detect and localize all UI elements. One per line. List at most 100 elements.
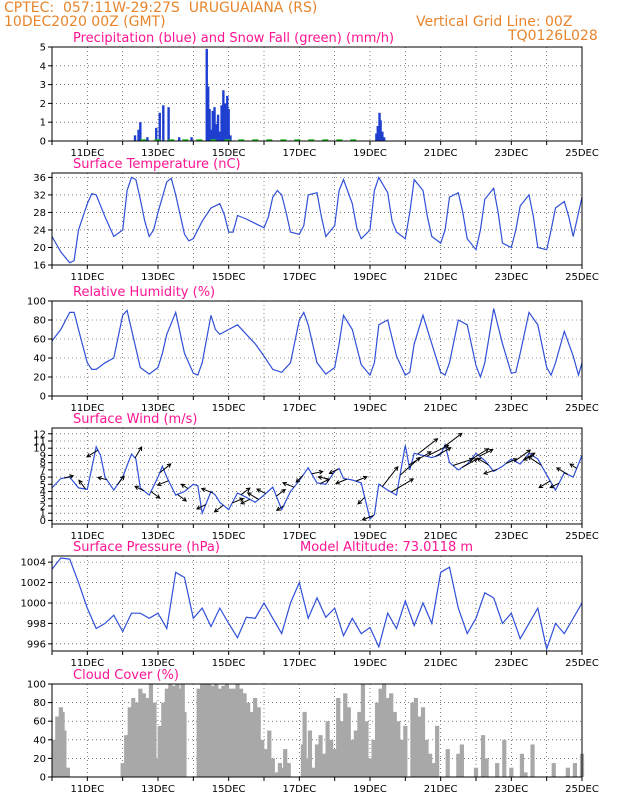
wind-arrow-head xyxy=(526,449,532,454)
cloud-bar xyxy=(207,684,212,777)
cloud-bar xyxy=(353,730,358,777)
wind-arrow-shaft xyxy=(479,449,493,457)
rh-ytick-label: 60 xyxy=(33,335,46,346)
pressure-line xyxy=(51,557,583,652)
wind-ytick-label: 9 xyxy=(40,451,46,462)
precip-bar xyxy=(190,137,193,141)
wind-arrow-shaft xyxy=(276,489,286,497)
cloud-bar xyxy=(246,702,251,777)
wind-arrow xyxy=(390,478,415,493)
wind-arrow-shaft xyxy=(556,467,569,475)
wind-arrow xyxy=(96,475,107,481)
pressure-panel: Surface Pressure (hPa) Model Altitude: 73… xyxy=(21,540,599,669)
cloud-xtick-label: 25DEC xyxy=(565,784,599,795)
rh-xtick-label: 17DEC xyxy=(282,403,316,414)
rh-ytick-label: 0 xyxy=(40,392,46,403)
cloud-bar xyxy=(120,763,125,777)
cloud-bar xyxy=(389,693,394,777)
wind-arrow-shaft xyxy=(426,444,449,457)
precip-bar xyxy=(216,114,220,141)
wind-arrow-shaft xyxy=(150,491,161,499)
precip-bar xyxy=(178,137,181,141)
wind-arrow xyxy=(381,465,399,487)
wind-arrow-shaft xyxy=(408,451,432,466)
wind-arrow xyxy=(443,432,463,448)
wind-ytick-label: 6 xyxy=(40,473,46,484)
wind-ytick-label: 3 xyxy=(40,494,46,505)
precip-bar xyxy=(218,131,222,141)
precip-bar xyxy=(146,137,149,141)
cloud-bar xyxy=(360,684,366,777)
wind-xtick-label: 23DEC xyxy=(494,531,528,542)
precip-bar xyxy=(222,90,225,141)
cloud-bar xyxy=(530,744,535,777)
wind-arrow xyxy=(483,468,498,475)
cloud-ytick-label: 0 xyxy=(40,773,46,784)
wind-ytick-label: 8 xyxy=(40,458,46,469)
cloud-ytick-label: 60 xyxy=(33,717,46,728)
wind-arrow-shaft xyxy=(514,449,531,462)
wind-arrow-head xyxy=(134,485,140,490)
cloud-bar xyxy=(374,702,380,777)
wind-arrow xyxy=(320,478,331,484)
temp-xtick-label: 11DEC xyxy=(70,272,104,283)
cloud-bar xyxy=(332,749,337,777)
wind-arrow-head xyxy=(137,446,143,452)
cloud-bar xyxy=(357,711,362,777)
wind-xtick-label: 25DEC xyxy=(565,531,599,542)
cloud-bar xyxy=(311,767,316,777)
wind-arrow-shaft xyxy=(320,478,330,484)
wind-arrow xyxy=(476,457,489,466)
rh-title: Relative Humidity (%) xyxy=(73,285,215,300)
cloud-bar xyxy=(392,711,397,777)
wind-arrow-head xyxy=(120,475,125,481)
wind-arrow-head xyxy=(549,483,555,489)
wind-arrow xyxy=(116,475,125,486)
wind-arrow-shaft xyxy=(569,463,577,469)
cloud-bar xyxy=(325,721,330,777)
cloud-bar xyxy=(350,739,355,777)
rh-ytick-label: 100 xyxy=(27,297,46,308)
wind-arrow-head xyxy=(96,475,102,481)
wind-arrow-head xyxy=(317,475,323,480)
wind-arrow-shaft xyxy=(116,475,125,486)
cloud-bar xyxy=(210,685,215,777)
cloud-bar xyxy=(62,730,67,777)
wind-arrow xyxy=(328,468,339,475)
rh-frame xyxy=(51,300,583,397)
product-code: TQ0126L028 xyxy=(508,28,598,44)
wind-arrow-shaft xyxy=(134,446,143,459)
rh-ytick-label: 80 xyxy=(33,316,46,327)
cloud-bar xyxy=(396,721,401,777)
cloud-frame xyxy=(51,683,583,778)
cloud-bar xyxy=(509,767,514,777)
precip-bar xyxy=(376,125,379,141)
temp-title: Surface Temperature (nC) xyxy=(73,157,241,172)
cloud-bar xyxy=(321,753,327,777)
wind-arrow xyxy=(435,447,452,457)
cloud-bar xyxy=(459,744,464,777)
cloud-bar xyxy=(417,716,422,777)
precip-bar xyxy=(133,135,137,141)
cloud-bar xyxy=(228,688,233,777)
cloud-xtick-label: 17DEC xyxy=(282,784,316,795)
cloud-ytick-label: 40 xyxy=(33,735,46,746)
wind-ytick-label: 2 xyxy=(40,501,46,512)
precip-frame xyxy=(51,46,583,142)
pressure-xtick-label: 11DEC xyxy=(70,658,104,669)
cloud-xtick-label: 15DEC xyxy=(212,784,246,795)
cloud-bar xyxy=(283,749,288,777)
cloud-bar xyxy=(249,711,254,777)
wind-arrow-shaft xyxy=(435,447,452,457)
cloud-bar xyxy=(145,697,150,777)
wind-arrow-head xyxy=(426,451,432,456)
precip-ytick-label: 2 xyxy=(40,99,46,110)
pressure-title: Surface Pressure (hPa) xyxy=(73,540,220,555)
cloud-bar xyxy=(371,739,376,777)
cloud-bar xyxy=(260,739,265,777)
cloud-bar xyxy=(161,702,166,777)
wind-arrow xyxy=(514,449,532,462)
wind-arrow-shaft xyxy=(390,478,414,493)
wind-arrow-head xyxy=(409,478,415,483)
wind-arrow-shaft xyxy=(247,492,259,500)
